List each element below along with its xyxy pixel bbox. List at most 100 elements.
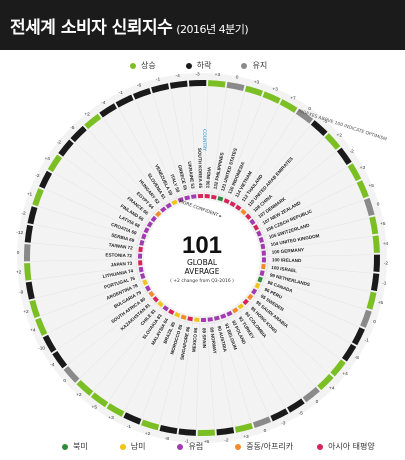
country-label: 100 GERMANY	[272, 247, 305, 255]
region-marker	[139, 239, 145, 246]
spoke-line	[223, 96, 263, 201]
change-value: -12	[16, 230, 23, 236]
spoke-line	[44, 188, 146, 234]
change-arc-segment	[24, 263, 32, 281]
change-arc-segment	[197, 429, 216, 436]
change-arc-segment	[42, 334, 57, 353]
region-marker	[138, 246, 143, 253]
spoke-line	[258, 282, 360, 328]
page-title: 전세계 소비자 신뢰지수 (2016년 4분기)	[10, 13, 249, 38]
spoke-line	[74, 141, 157, 217]
change-arc-segment	[24, 224, 33, 243]
region-marker	[190, 194, 197, 199]
change-arc-segment	[90, 392, 109, 408]
legend-item-north-america: 북미	[62, 441, 88, 452]
change-arc-segment	[317, 373, 334, 391]
country-label: SINGAPORE 86	[179, 326, 190, 361]
change-arc-segment	[70, 125, 87, 143]
change-arc-segment	[32, 188, 44, 207]
spoke-line	[31, 265, 141, 281]
change-arc-segment	[115, 94, 134, 108]
change-value: +2	[145, 431, 151, 437]
change-value: -2	[57, 140, 62, 146]
legend-label-north-america: 북미	[73, 442, 88, 451]
region-marker	[177, 197, 184, 203]
spoke-line	[241, 124, 311, 211]
change-value: -9	[19, 289, 24, 295]
average-label: AVERAGE	[185, 267, 220, 276]
change-arc-segment	[23, 244, 31, 262]
change-arc-segment	[178, 428, 196, 436]
region-marker	[148, 290, 155, 298]
region-marker	[194, 317, 200, 322]
change-value: +4	[383, 241, 389, 247]
change-arc-segment	[169, 80, 188, 89]
region-marker	[256, 230, 262, 237]
change-value: -3	[281, 420, 286, 426]
change-value: +5	[92, 404, 98, 410]
change-arc-segment	[47, 154, 63, 173]
change-value: 0	[264, 428, 267, 434]
spoke-line	[229, 104, 280, 203]
change-value: 0	[373, 319, 376, 325]
legend-label-up: 상승	[141, 61, 156, 70]
region-marker	[247, 293, 254, 301]
change-value: +7	[290, 95, 296, 101]
change-arc-segment	[341, 343, 357, 362]
change-arc-segment	[310, 120, 328, 137]
change-arc-segment	[360, 309, 372, 328]
region-marker	[237, 303, 244, 310]
change-arc-segment	[347, 163, 362, 182]
region-marker	[261, 263, 266, 270]
change-value: 0	[63, 378, 66, 384]
change-value: -5	[299, 411, 304, 417]
change-value: +3	[254, 80, 260, 86]
region-marker	[138, 266, 144, 273]
change-value: +2	[16, 270, 22, 276]
change-note: ( +2 change from Q3-2016 )	[170, 278, 234, 284]
region-marker	[211, 194, 217, 200]
legend-item-south-america: 남미	[119, 441, 145, 452]
region-marker	[249, 218, 256, 226]
change-value: +5	[380, 221, 386, 227]
legend-item-down: 하락	[185, 60, 211, 71]
change-arc-segment	[188, 80, 207, 87]
change-arc-segment	[141, 419, 160, 431]
legend-item-same: 유지	[241, 60, 267, 71]
change-arc-segment	[234, 422, 253, 433]
change-value: -2	[350, 148, 355, 154]
region-marker	[184, 195, 191, 201]
region-marker	[155, 210, 162, 218]
up-dot-icon	[130, 62, 136, 69]
change-value: -4	[101, 100, 106, 106]
change-value: +6	[204, 439, 210, 445]
change-value: -2	[384, 261, 389, 267]
spoke-line	[177, 319, 194, 429]
change-arc-segment	[244, 85, 263, 97]
change-value: +2	[76, 392, 82, 398]
spoke-line	[141, 315, 181, 420]
region-marker	[251, 288, 258, 295]
change-value: +3	[108, 415, 114, 421]
south-america-dot-icon	[119, 443, 126, 450]
region-marker	[226, 310, 233, 317]
change-value: -8	[355, 355, 360, 361]
spoke-line	[247, 299, 330, 375]
change-value: -5	[323, 119, 328, 125]
change-legend: 상승 하락 유지	[130, 60, 297, 71]
region-marker	[138, 260, 143, 266]
global-average-value: 101	[182, 232, 222, 259]
spoke-line	[93, 305, 163, 392]
reference-ring	[135, 191, 269, 325]
title-text: 전세계 소비자 신뢰지수	[10, 18, 173, 38]
legend-label-middle-east-africa: 중동/아프리카	[246, 442, 294, 451]
change-value: -1	[382, 281, 387, 287]
change-value: -2	[224, 438, 229, 444]
spoke-line	[262, 269, 371, 292]
country-label: TAIWAN 72	[108, 242, 133, 250]
change-value: 0	[236, 75, 239, 81]
change-value: +2	[337, 133, 343, 139]
change-value: +2	[23, 309, 29, 315]
